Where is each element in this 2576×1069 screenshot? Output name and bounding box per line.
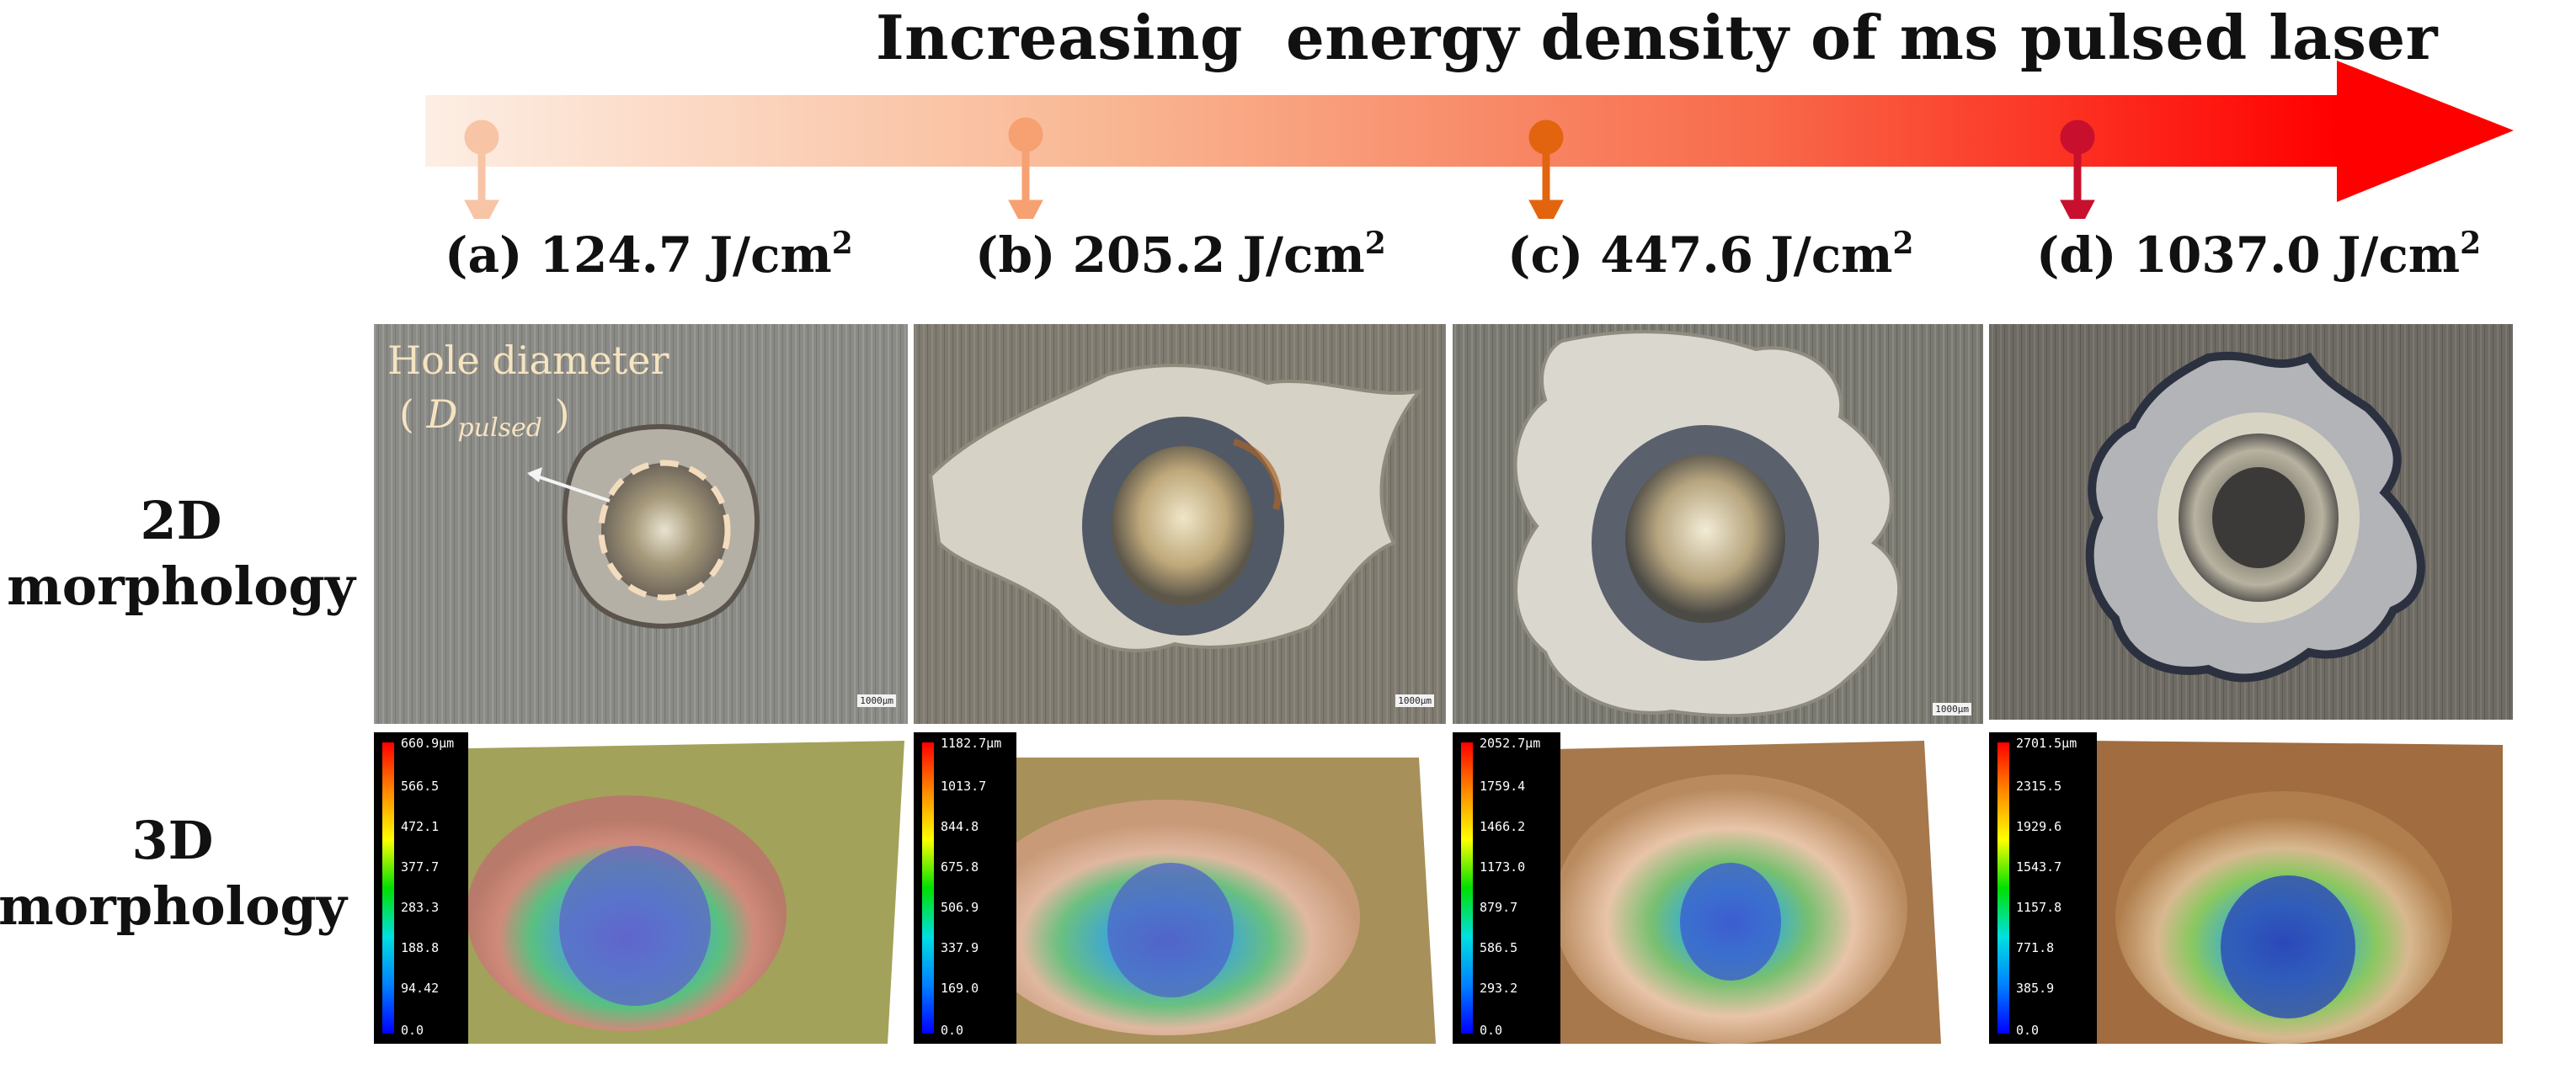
label-b: (b) 205.2 J/cm2 bbox=[975, 226, 1386, 284]
colorbar-b-tick-2: 844.8 bbox=[941, 819, 979, 834]
marker-a bbox=[464, 120, 499, 219]
marker-d bbox=[2060, 120, 2095, 219]
scale-bar-c: 1000μm bbox=[1933, 703, 1971, 715]
figure-title: Increasing energy density of ms pulsed l… bbox=[876, 2, 2439, 73]
colorbar-c-tick-1: 1759.4 bbox=[1480, 779, 1526, 794]
colorbar-c-tick-7: 0.0 bbox=[1480, 1023, 1503, 1038]
colorbar-a: 660.9μm 566.5 472.1 377.7 283.3 188.8 94… bbox=[374, 732, 468, 1044]
scale-bar-b: 1000μm bbox=[1395, 694, 1434, 707]
height-map-3d-d bbox=[2090, 741, 2503, 1044]
colorbar-a-tick-4: 283.3 bbox=[401, 900, 440, 915]
micrograph-2d-b bbox=[914, 324, 1446, 724]
label-d-letter: (d) bbox=[2036, 226, 2117, 284]
colorbar-c-tick-4: 879.7 bbox=[1480, 900, 1518, 915]
colorbar-b: 1182.7μm 1013.7 844.8 675.8 506.9 337.9 … bbox=[914, 732, 1016, 1044]
arrow-head bbox=[2337, 61, 2514, 202]
colorbar-a-tick-2: 472.1 bbox=[401, 819, 440, 834]
colorbar-a-tick-0: 660.9μm bbox=[401, 736, 455, 751]
colorbar-a-tick-3: 377.7 bbox=[401, 859, 440, 875]
colorbar-d: 2701.5μm 2315.5 1929.6 1543.7 1157.8 771… bbox=[1989, 732, 2097, 1044]
panel-2d-c: 1000μm bbox=[1453, 324, 1983, 724]
micrograph-2d-d bbox=[1989, 324, 2513, 720]
hole-diameter-label: Hole diameter bbox=[387, 338, 669, 383]
label-a-letter: (a) bbox=[445, 226, 523, 284]
colorbar-b-tick-7: 0.0 bbox=[941, 1023, 964, 1038]
colorbar-d-tick-6: 385.9 bbox=[2016, 981, 2055, 996]
label-c: (c) 447.6 J/cm2 bbox=[1507, 226, 1914, 284]
colorbar-c-tick-5: 586.5 bbox=[1480, 940, 1518, 955]
label-d-exp: 2 bbox=[2460, 226, 2482, 261]
panel-2d-d bbox=[1989, 324, 2513, 720]
label-a-exp: 2 bbox=[831, 226, 853, 261]
colorbar-c: 2052.7μm 1759.4 1466.2 1173.0 879.7 586.… bbox=[1453, 732, 1560, 1044]
colorbar-d-tick-0: 2701.5μm bbox=[2016, 736, 2077, 751]
colorbar-b-tick-3: 675.8 bbox=[941, 859, 979, 875]
label-d-value: 1037.0 J/cm bbox=[2133, 226, 2461, 284]
hole-diameter-symbol: ( Dpulsed ) bbox=[399, 391, 570, 443]
colorbar-a-tick-7: 0.0 bbox=[401, 1023, 424, 1038]
colorbar-d-tick-1: 2315.5 bbox=[2016, 779, 2062, 794]
colorbar-c-tick-0: 2052.7μm bbox=[1480, 736, 1541, 751]
label-a-value: 124.7 J/cm bbox=[539, 226, 832, 284]
row-label-2d: 2D morphology bbox=[0, 488, 362, 620]
colorbar-d-tick-5: 771.8 bbox=[2016, 940, 2055, 955]
row-label-3d: 3D morphology bbox=[0, 808, 354, 939]
colorbar-d-tick-4: 1157.8 bbox=[2016, 900, 2062, 915]
energy-arrow bbox=[425, 61, 2514, 219]
label-c-letter: (c) bbox=[1507, 226, 1584, 284]
height-map-3d-a bbox=[424, 741, 904, 1044]
height-map-3d-c bbox=[1554, 741, 1941, 1044]
label-c-exp: 2 bbox=[1892, 226, 1914, 261]
label-b-exp: 2 bbox=[1364, 226, 1386, 261]
panel-3d-c: 2052.7μm 1759.4 1466.2 1173.0 879.7 586.… bbox=[1453, 732, 1983, 1052]
panel-2d-a: 1000μm Hole diameter ( Dpulsed ) bbox=[374, 324, 908, 724]
colorbar-b-tick-5: 337.9 bbox=[941, 940, 979, 955]
micrograph-2d-c bbox=[1453, 324, 1983, 724]
panel-3d-d: 2701.5μm 2315.5 1929.6 1543.7 1157.8 771… bbox=[1989, 732, 2513, 1052]
panel-3d-b: 1182.7μm 1013.7 844.8 675.8 506.9 337.9 … bbox=[914, 732, 1446, 1052]
colorbar-b-tick-1: 1013.7 bbox=[941, 779, 987, 794]
panel-2d-b: 1000μm bbox=[914, 324, 1446, 724]
colorbar-b-tick-4: 506.9 bbox=[941, 900, 979, 915]
row-label-3d-line1: 3D bbox=[131, 810, 214, 871]
row-label-2d-line1: 2D bbox=[140, 490, 222, 551]
height-map-3d-b bbox=[973, 758, 1436, 1044]
paren-close: ) bbox=[554, 391, 570, 437]
row-label-3d-line2: morphology bbox=[0, 875, 347, 937]
marker-c bbox=[1528, 120, 1564, 219]
symbol-d: D bbox=[426, 391, 458, 437]
symbol-subscript: pulsed bbox=[457, 413, 542, 444]
panel-3d-a: 660.9μm 566.5 472.1 377.7 283.3 188.8 94… bbox=[374, 732, 908, 1052]
colorbar-b-tick-0: 1182.7μm bbox=[941, 736, 1002, 751]
micrograph-2d-a bbox=[374, 324, 908, 724]
colorbar-d-tick-2: 1929.6 bbox=[2016, 819, 2062, 834]
colorbar-c-tick-3: 1173.0 bbox=[1480, 859, 1526, 875]
label-d: (d) 1037.0 J/cm2 bbox=[2036, 226, 2481, 284]
colorbar-c-tick-2: 1466.2 bbox=[1480, 819, 1526, 834]
scale-bar-a: 1000μm bbox=[857, 694, 896, 707]
row-label-2d-line2: morphology bbox=[7, 556, 355, 617]
marker-b bbox=[1008, 117, 1043, 219]
arrow-shaft bbox=[425, 95, 2337, 167]
colorbar-d-tick-7: 0.0 bbox=[2016, 1023, 2040, 1038]
label-b-letter: (b) bbox=[975, 226, 1056, 284]
label-c-value: 447.6 J/cm bbox=[1600, 226, 1893, 284]
paren-open: ( bbox=[399, 391, 414, 437]
colorbar-a-tick-6: 94.42 bbox=[401, 981, 440, 996]
colorbar-c-tick-6: 293.2 bbox=[1480, 981, 1518, 996]
colorbar-a-tick-5: 188.8 bbox=[401, 940, 440, 955]
colorbar-a-tick-1: 566.5 bbox=[401, 779, 440, 794]
colorbar-d-tick-3: 1543.7 bbox=[2016, 859, 2062, 875]
colorbar-b-tick-6: 169.0 bbox=[941, 981, 979, 996]
label-b-value: 205.2 J/cm bbox=[1072, 226, 1365, 284]
label-a: (a) 124.7 J/cm2 bbox=[445, 226, 853, 284]
